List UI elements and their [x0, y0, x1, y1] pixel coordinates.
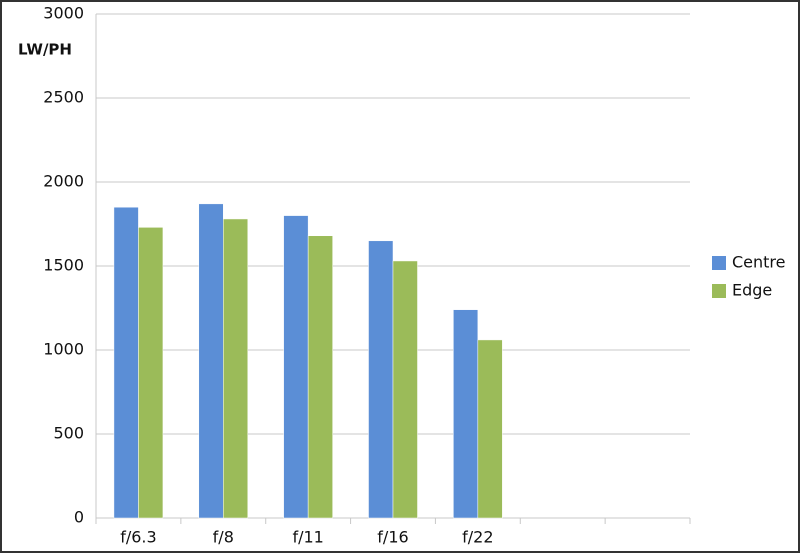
bar — [138, 227, 164, 519]
x-tick-label: f/6.3 — [120, 528, 156, 547]
bar — [368, 240, 394, 519]
bar — [307, 235, 333, 519]
bar — [198, 203, 224, 519]
y-tick-label: 3000 — [43, 4, 84, 23]
y-tick-label: 0 — [74, 508, 84, 527]
x-tick-label: f/8 — [213, 528, 234, 547]
y-tick-label: 2500 — [43, 88, 84, 107]
bar — [477, 339, 503, 519]
y-tick-label: 2000 — [43, 172, 84, 191]
legend-swatch — [712, 256, 726, 270]
x-tick-label: f/22 — [462, 528, 493, 547]
bar — [392, 260, 418, 519]
legend-swatch — [712, 284, 726, 298]
bar — [283, 215, 309, 519]
bar — [223, 218, 249, 519]
legend-label: Edge — [732, 281, 772, 300]
y-axis-label: LW/PH — [18, 41, 72, 59]
x-tick-label: f/16 — [377, 528, 408, 547]
legend-label: Centre — [732, 253, 786, 272]
bar — [113, 206, 139, 519]
y-tick-label: 1000 — [43, 340, 84, 359]
y-tick-label: 1500 — [43, 256, 84, 275]
bar — [453, 309, 479, 519]
y-tick-label: 500 — [53, 424, 84, 443]
x-tick-label: f/11 — [292, 528, 323, 547]
